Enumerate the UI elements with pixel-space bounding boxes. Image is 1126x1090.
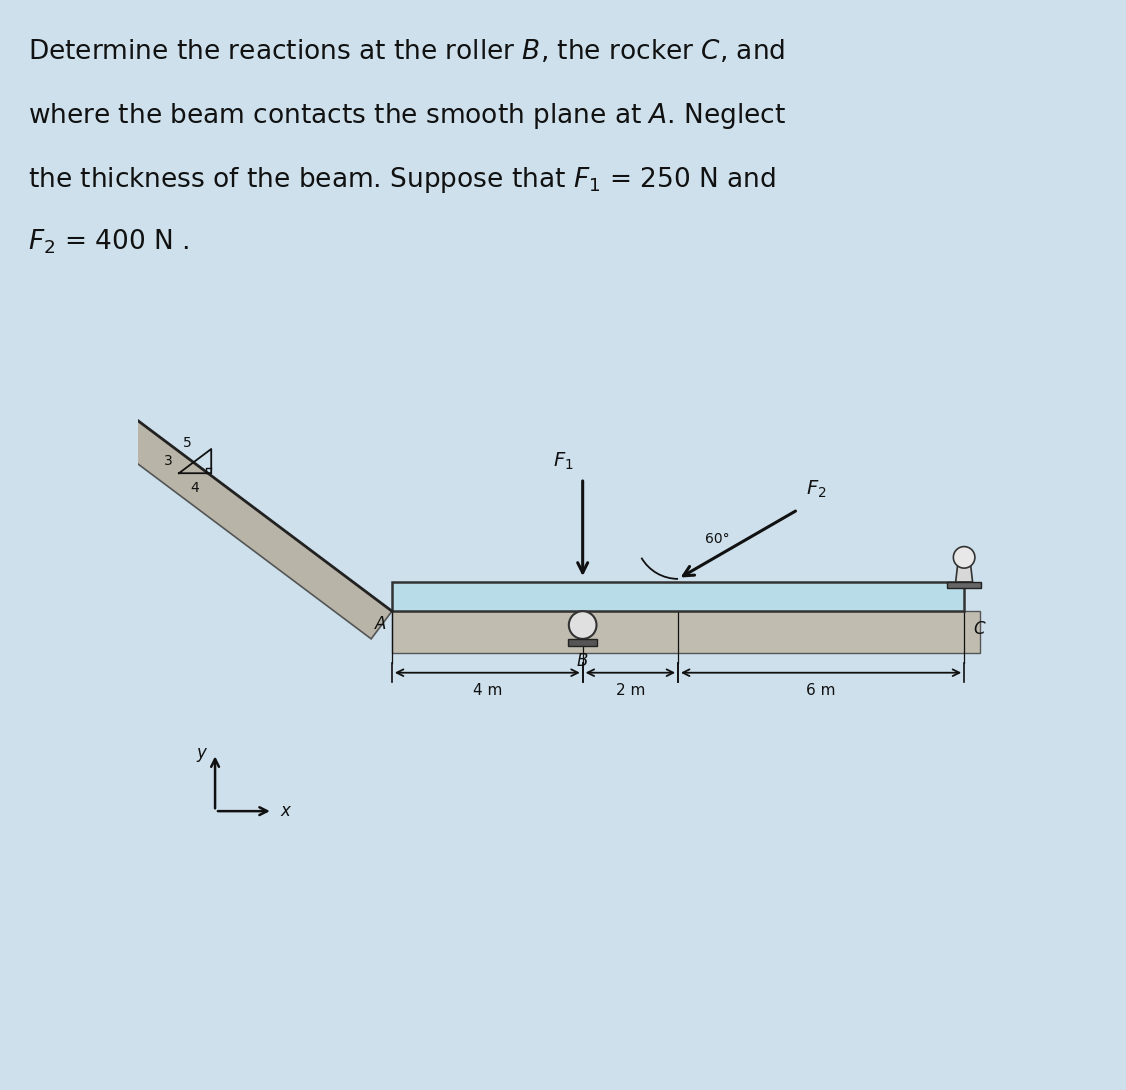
- Text: A: A: [375, 615, 386, 633]
- Circle shape: [954, 546, 975, 568]
- Text: $F_2$: $F_2$: [805, 480, 826, 500]
- Polygon shape: [392, 582, 964, 611]
- Polygon shape: [392, 611, 980, 654]
- Text: Determine the reactions at the roller $B$, the rocker $C$, and: Determine the reactions at the roller $B…: [28, 38, 785, 65]
- Text: 3: 3: [164, 455, 172, 468]
- Text: 5: 5: [182, 436, 191, 449]
- Polygon shape: [956, 557, 973, 582]
- Circle shape: [569, 611, 597, 639]
- Text: 2 m: 2 m: [616, 682, 645, 698]
- Bar: [947, 582, 982, 589]
- Text: $F_2$ = 400 N .: $F_2$ = 400 N .: [28, 228, 189, 256]
- Text: B: B: [577, 652, 589, 670]
- Polygon shape: [113, 417, 392, 639]
- Text: 4 m: 4 m: [473, 682, 502, 698]
- Text: x: x: [280, 802, 291, 820]
- Text: y: y: [196, 744, 206, 763]
- Text: $F_1$: $F_1$: [553, 450, 573, 472]
- Text: where the beam contacts the smooth plane at $A$. Neglect: where the beam contacts the smooth plane…: [28, 101, 786, 132]
- Bar: [568, 639, 597, 645]
- Text: C: C: [973, 620, 985, 639]
- Text: 4: 4: [190, 481, 199, 495]
- Text: 6 m: 6 m: [806, 682, 835, 698]
- Text: 60°: 60°: [705, 532, 730, 546]
- Text: the thickness of the beam. Suppose that $F_1$ = 250 N and: the thickness of the beam. Suppose that …: [28, 165, 776, 195]
